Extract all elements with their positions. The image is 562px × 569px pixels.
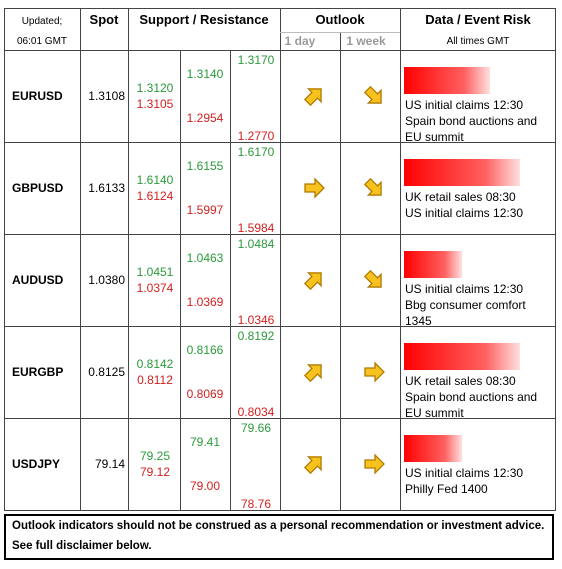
footer-box — [4, 514, 554, 560]
support: 78.76 — [240, 497, 272, 511]
updated-label: Updated; — [21, 16, 63, 27]
arrow-flat — [362, 452, 386, 476]
risk-bar — [404, 251, 462, 278]
event: US initial claims 12:30 — [405, 206, 524, 220]
event: US initial claims 12:30 — [405, 98, 524, 112]
resistance: 1.6170 — [237, 145, 275, 159]
event: US initial claims 12:30 — [405, 466, 524, 480]
update-time: 06:01 GMT — [16, 36, 68, 47]
resistance: 1.6155 — [186, 159, 224, 173]
tz-label: All times GMT — [446, 36, 510, 47]
outlook-header: Outlook — [315, 12, 365, 27]
support: 1.3105 — [136, 97, 174, 111]
arrow-down — [362, 176, 386, 200]
resistance: 1.6140 — [136, 173, 174, 187]
resistance: 0.8166 — [186, 343, 224, 357]
spot: 1.3108 — [88, 89, 125, 103]
support: 0.8112 — [137, 373, 173, 387]
resistance: 1.0484 — [237, 237, 275, 251]
support: 1.6124 — [136, 189, 174, 203]
arrow-up — [302, 360, 326, 384]
support: 0.8069 — [186, 387, 224, 401]
support: 1.0369 — [186, 295, 224, 309]
pair: EURUSD — [12, 89, 63, 103]
resistance: 0.8192 — [237, 329, 275, 343]
disclaimer: See full disclaimer below. — [12, 540, 152, 552]
spot: 1.6133 — [88, 181, 125, 195]
risk-bar — [404, 343, 520, 370]
risk-bar — [404, 159, 520, 186]
week-header: 1 week — [346, 34, 386, 48]
risk-bar — [404, 67, 490, 94]
resistance: 1.3120 — [136, 81, 174, 95]
arrow-up — [302, 84, 326, 108]
pair: USDJPY — [12, 457, 61, 471]
events-header: Data / Event Risk — [425, 12, 531, 27]
resistance: 79.25 — [139, 449, 171, 463]
spot: 79.14 — [94, 457, 125, 471]
resistance: 1.0463 — [186, 251, 224, 265]
resistance: 1.3170 — [237, 53, 275, 67]
event: 1345 — [405, 314, 432, 328]
arrow-flat — [302, 176, 326, 200]
event: Spain bond auctions and — [405, 114, 538, 128]
risk-bar — [404, 435, 462, 462]
support: 79.12 — [139, 465, 171, 479]
event: EU summit — [405, 406, 464, 420]
support: 0.8034 — [237, 405, 275, 419]
support: 1.2954 — [186, 111, 224, 125]
arrow-flat — [362, 360, 386, 384]
pair: GBPUSD — [12, 181, 64, 195]
support: 1.5984 — [237, 221, 275, 235]
event: Spain bond auctions and — [405, 390, 538, 404]
event: EU summit — [405, 130, 464, 144]
disclaimer: Outlook indicators should not be constru… — [12, 520, 545, 532]
resistance: 79.66 — [240, 421, 272, 435]
resistance: 0.8142 — [136, 357, 174, 371]
levels-header: Support / Resistance — [139, 12, 269, 27]
arrow-down — [362, 84, 386, 108]
resistance: 1.0451 — [136, 265, 174, 279]
support: 1.2770 — [237, 129, 275, 143]
spot: 1.0380 — [88, 273, 125, 287]
event: UK retail sales 08:30 — [405, 190, 516, 204]
event: US initial claims 12:30 — [405, 282, 524, 296]
resistance: 1.3140 — [186, 67, 224, 81]
arrow-up — [302, 452, 326, 476]
support: 1.0374 — [136, 281, 174, 295]
arrow-down — [362, 268, 386, 292]
pair: EURGBP — [12, 365, 64, 379]
support: 1.5997 — [186, 203, 224, 217]
event: Philly Fed 1400 — [405, 482, 488, 496]
arrow-up — [302, 268, 326, 292]
event: Bbg consumer comfort — [405, 298, 526, 312]
support: 1.0346 — [237, 313, 275, 327]
day-header: 1 day — [284, 34, 316, 48]
spot-header: Spot — [89, 12, 119, 27]
event: UK retail sales 08:30 — [405, 374, 516, 388]
resistance: 79.41 — [189, 435, 221, 449]
spot: 0.8125 — [88, 365, 125, 379]
pair: AUDUSD — [12, 273, 64, 287]
support: 79.00 — [189, 479, 221, 493]
